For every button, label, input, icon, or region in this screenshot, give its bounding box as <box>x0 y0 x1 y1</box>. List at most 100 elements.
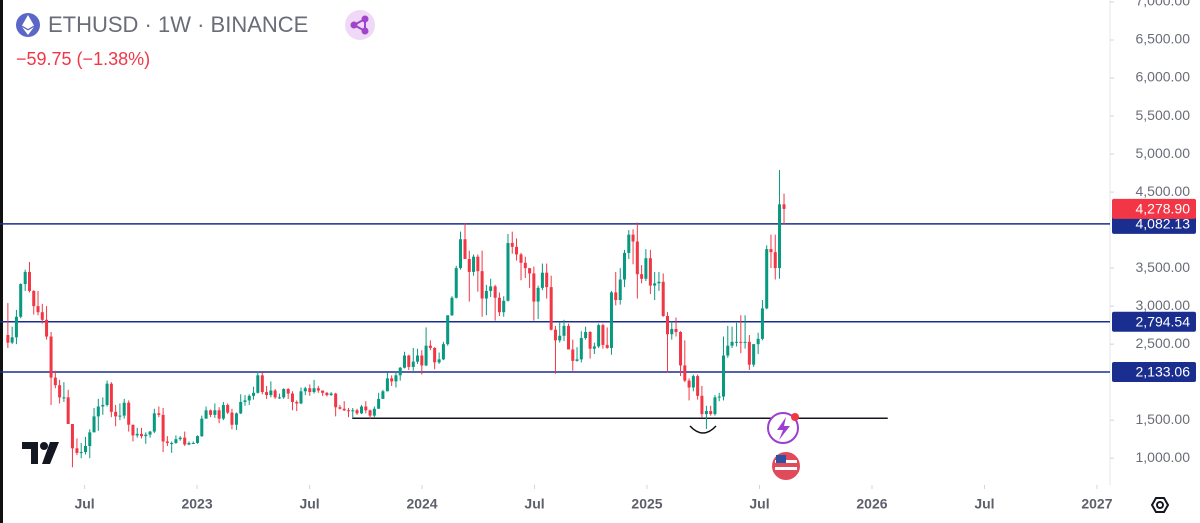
candle-body <box>114 411 118 417</box>
candle-body <box>32 290 36 307</box>
candle-body <box>657 281 661 284</box>
candle-body <box>704 411 708 415</box>
candle-body <box>144 434 148 437</box>
candle-body <box>441 344 445 360</box>
plot: 1,000.00 1,500.00 2,500.00 3,000.00 3,500.00… <box>0 0 1196 512</box>
left-edge <box>0 0 3 523</box>
candle-body <box>75 448 79 453</box>
candle-body <box>497 297 501 313</box>
candle-body <box>226 404 230 413</box>
flag-canton <box>776 455 786 463</box>
candle-body <box>510 243 514 247</box>
candle-body <box>623 252 627 280</box>
candle-body <box>631 234 635 242</box>
candle-body <box>661 281 665 317</box>
candle-body <box>696 376 700 396</box>
candle-body <box>601 325 605 345</box>
candle-body <box>778 204 782 269</box>
last-price-box <box>1112 198 1196 219</box>
candle-body <box>402 355 407 368</box>
share-button[interactable] <box>345 10 375 40</box>
candle-body <box>316 388 320 391</box>
candle-body <box>454 268 458 298</box>
y-tick-label: 5,000.00 <box>1136 145 1191 161</box>
candle-body <box>148 431 152 435</box>
candle-body <box>14 316 18 338</box>
candle-body <box>234 413 238 425</box>
candle-body <box>45 319 49 337</box>
candle-body <box>515 246 519 255</box>
candle-body <box>782 204 786 209</box>
settings-glyph <box>1156 501 1164 509</box>
candle-body <box>178 437 182 440</box>
candle-body <box>416 355 420 362</box>
candle-body <box>6 335 10 343</box>
candle-body <box>476 256 480 272</box>
candle-body <box>747 341 751 365</box>
candle-body <box>627 234 631 253</box>
candle-body <box>467 258 471 272</box>
candle-body <box>506 243 510 301</box>
event-dot <box>791 413 799 421</box>
candle-body <box>726 345 730 356</box>
candle-body <box>735 341 739 343</box>
candle-body <box>131 424 135 436</box>
candle-body <box>553 329 557 341</box>
candle-body <box>644 258 648 279</box>
candle-body <box>101 404 105 407</box>
candle-body <box>191 442 195 444</box>
candle-body <box>58 385 62 398</box>
candle-body <box>773 252 777 269</box>
candle-body <box>609 292 613 348</box>
candle-body <box>472 256 476 272</box>
candle-body <box>308 388 312 393</box>
candle-body <box>40 312 44 320</box>
candle-body <box>273 390 277 398</box>
candle-body <box>446 315 450 345</box>
candle-body <box>351 410 355 412</box>
candle-body <box>122 402 126 416</box>
x-tick-label: 2025 <box>631 496 662 512</box>
candle-body <box>92 416 96 433</box>
candle-body <box>70 423 74 449</box>
candle-body <box>109 383 113 412</box>
event-bolt <box>777 417 790 440</box>
x-tick-label: 2023 <box>181 496 212 512</box>
x-tick-label: 2024 <box>406 496 437 512</box>
candle-body <box>665 316 669 335</box>
candle-body <box>717 396 721 398</box>
candle-body <box>277 397 281 399</box>
candle-body <box>213 410 217 415</box>
candle-body <box>157 413 161 415</box>
candle-body <box>536 287 540 302</box>
candle-body <box>200 418 204 437</box>
candle-body <box>743 341 747 343</box>
candle-body <box>252 392 256 396</box>
candle-body <box>484 290 488 299</box>
candle-body <box>605 344 609 348</box>
candle-body <box>377 398 381 409</box>
candle-body <box>10 337 14 343</box>
candle-body <box>459 239 463 269</box>
candle-body <box>27 271 31 291</box>
candle-body <box>312 388 316 393</box>
flag-stripe <box>775 467 797 470</box>
candle-body <box>204 410 208 419</box>
candle-body <box>713 397 717 415</box>
candle-body <box>165 441 169 443</box>
candle-body <box>752 344 756 365</box>
candle-body <box>592 346 596 349</box>
last-price-label: 4,278.90 <box>1136 201 1191 217</box>
annotation-arc <box>689 425 717 434</box>
candle-body <box>385 378 389 392</box>
candle-body <box>489 286 493 291</box>
candle-body <box>437 359 441 363</box>
settings-button[interactable] <box>1150 497 1170 513</box>
candle-body <box>532 273 536 302</box>
candle-body <box>540 272 544 288</box>
candle-body <box>635 241 639 275</box>
candle-body <box>334 393 338 408</box>
candle-body <box>730 341 734 346</box>
